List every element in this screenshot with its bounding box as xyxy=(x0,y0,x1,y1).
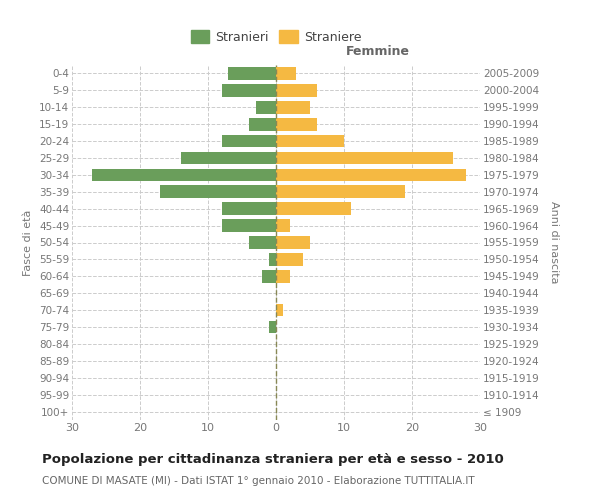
Bar xyxy=(276,101,310,114)
Bar xyxy=(276,84,317,96)
Bar xyxy=(276,186,405,198)
Bar xyxy=(276,253,303,266)
Bar xyxy=(229,67,276,80)
Bar xyxy=(262,270,276,282)
Text: Femmine: Femmine xyxy=(346,45,410,58)
Bar xyxy=(160,186,276,198)
Bar xyxy=(276,304,283,316)
Bar xyxy=(221,84,276,96)
Bar xyxy=(249,236,276,249)
Bar xyxy=(249,118,276,130)
Bar xyxy=(276,134,344,147)
Y-axis label: Anni di nascita: Anni di nascita xyxy=(549,201,559,284)
Bar xyxy=(276,270,290,282)
Bar xyxy=(276,168,466,181)
Bar xyxy=(221,202,276,215)
Text: Popolazione per cittadinanza straniera per età e sesso - 2010: Popolazione per cittadinanza straniera p… xyxy=(42,452,504,466)
Legend: Stranieri, Straniere: Stranieri, Straniere xyxy=(185,25,367,48)
Bar xyxy=(276,236,310,249)
Bar xyxy=(181,152,276,164)
Bar xyxy=(221,134,276,147)
Y-axis label: Fasce di età: Fasce di età xyxy=(23,210,34,276)
Bar xyxy=(276,220,290,232)
Bar xyxy=(276,118,317,130)
Bar xyxy=(221,220,276,232)
Bar xyxy=(256,101,276,114)
Text: COMUNE DI MASATE (MI) - Dati ISTAT 1° gennaio 2010 - Elaborazione TUTTITALIA.IT: COMUNE DI MASATE (MI) - Dati ISTAT 1° ge… xyxy=(42,476,475,486)
Bar xyxy=(276,67,296,80)
Bar xyxy=(276,202,351,215)
Bar xyxy=(92,168,276,181)
Bar xyxy=(269,253,276,266)
Bar xyxy=(276,152,453,164)
Bar xyxy=(269,320,276,334)
